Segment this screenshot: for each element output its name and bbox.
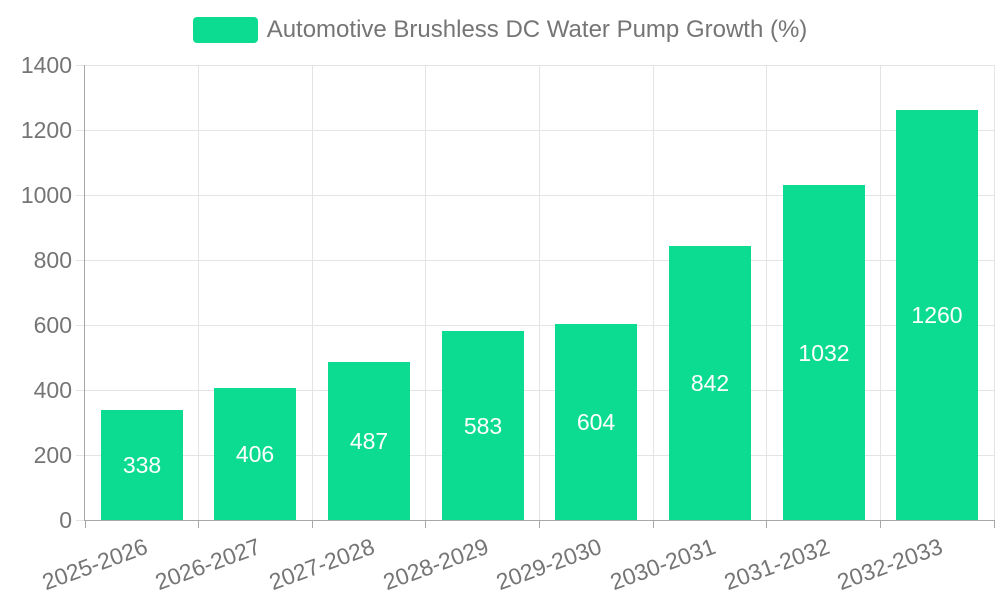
gridline-vertical bbox=[766, 65, 768, 520]
plot-area: 338 406 487 583 604 842 1032 1260 bbox=[76, 64, 995, 528]
x-axis-tick-label: 2029-2030 bbox=[492, 533, 606, 596]
bar[interactable]: 604 bbox=[555, 324, 637, 520]
gridline-vertical bbox=[879, 65, 881, 520]
y-axis-tick-label: 1400 bbox=[20, 52, 72, 78]
gridline-vertical bbox=[311, 65, 313, 520]
bar-value-label: 487 bbox=[349, 428, 389, 454]
x-axis-tick bbox=[198, 520, 200, 528]
y-axis-tick bbox=[76, 519, 84, 521]
y-axis-tick bbox=[76, 259, 84, 261]
bar-value-label: 406 bbox=[235, 441, 275, 467]
y-axis-tick bbox=[76, 389, 84, 391]
x-axis-tick-label: 2030-2031 bbox=[606, 533, 719, 596]
y-axis-tick bbox=[76, 324, 84, 326]
bar[interactable]: 338 bbox=[101, 410, 183, 520]
bar-value-label: 583 bbox=[463, 412, 503, 439]
x-axis-tick bbox=[652, 520, 654, 528]
bar-value-label: 1260 bbox=[911, 302, 963, 328]
bar[interactable]: 1032 bbox=[783, 185, 865, 520]
y-axis-tick bbox=[76, 454, 84, 456]
y-axis-line bbox=[84, 65, 85, 520]
bar-value-label: 1032 bbox=[798, 339, 850, 366]
y-axis-tick-label: 400 bbox=[33, 377, 72, 403]
y-axis-tick-label: 600 bbox=[33, 312, 72, 338]
x-axis-tick bbox=[539, 520, 540, 528]
y-axis-tick-label: 800 bbox=[33, 247, 72, 273]
gridline-vertical bbox=[993, 65, 995, 520]
y-axis-tick bbox=[76, 64, 84, 66]
bar[interactable]: 842 bbox=[669, 246, 751, 520]
bar[interactable]: 583 bbox=[442, 331, 524, 520]
y-axis-tick bbox=[76, 194, 84, 196]
x-axis-tick bbox=[879, 520, 881, 528]
gridline-vertical bbox=[425, 65, 427, 520]
gridline-vertical bbox=[539, 65, 540, 520]
bar[interactable]: 487 bbox=[328, 362, 410, 520]
x-axis-tick bbox=[425, 520, 427, 528]
x-axis-tick bbox=[993, 520, 995, 528]
y-axis-tick-label: 1000 bbox=[20, 182, 72, 208]
x-axis-tick-label: 2028-2029 bbox=[379, 533, 492, 596]
y-axis-tick bbox=[76, 129, 84, 131]
gridline-vertical bbox=[652, 65, 654, 520]
bar[interactable]: 406 bbox=[214, 388, 296, 520]
bar-value-label: 842 bbox=[690, 370, 730, 396]
gridline-vertical bbox=[198, 65, 200, 520]
x-axis-tick bbox=[311, 520, 313, 528]
x-axis-tick-label: 2026-2027 bbox=[152, 533, 265, 596]
y-axis-tick-label: 200 bbox=[33, 442, 72, 468]
y-axis-tick-label: 0 bbox=[59, 507, 72, 533]
x-axis-tick-label: 2032-2033 bbox=[833, 533, 947, 596]
x-axis-tick-label: 2031-2032 bbox=[720, 533, 833, 596]
x-axis-tick-label: 2025-2026 bbox=[38, 533, 151, 596]
bar-value-label: 604 bbox=[576, 409, 616, 435]
legend-swatch bbox=[192, 17, 258, 43]
x-axis-tick bbox=[84, 520, 86, 528]
y-axis-tick-label: 1200 bbox=[20, 117, 72, 143]
x-axis-tick-label: 2027-2028 bbox=[265, 533, 378, 596]
legend-item[interactable]: Automotive Brushless DC Water Pump Growt… bbox=[0, 16, 1000, 44]
legend-label: Automotive Brushless DC Water Pump Growt… bbox=[266, 16, 808, 43]
bar[interactable]: 1260 bbox=[896, 110, 978, 520]
bar-value-label: 338 bbox=[122, 452, 162, 478]
x-axis-tick bbox=[766, 520, 768, 528]
